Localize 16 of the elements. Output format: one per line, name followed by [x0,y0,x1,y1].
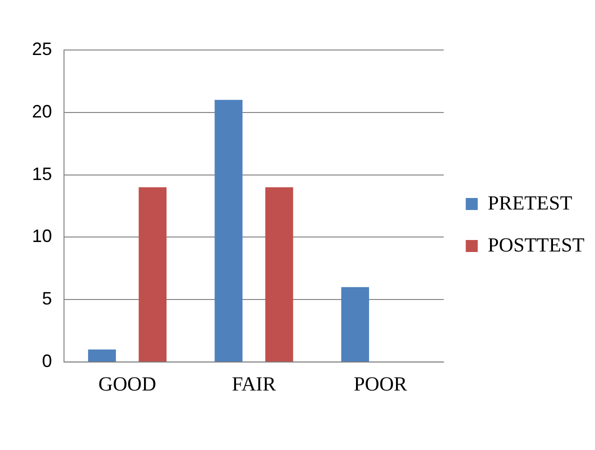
bar [214,100,242,362]
y-tick-label: 15 [32,164,52,184]
x-tick-label: POOR [354,373,408,396]
legend-label: POSTTEST [488,234,584,256]
legend-label: PRETEST [488,192,572,214]
y-tick-label: 25 [32,38,52,59]
y-tick-label: 0 [42,350,52,371]
y-tick-label: 20 [32,101,52,122]
bar [265,187,294,362]
y-tick-label: 5 [42,288,52,309]
y-tick-label: 10 [32,226,52,246]
bar [341,287,370,362]
x-tick-label: GOOD [98,373,156,396]
bar [88,350,116,362]
x-tick-label: FAIR [232,373,277,396]
bar [138,187,167,362]
